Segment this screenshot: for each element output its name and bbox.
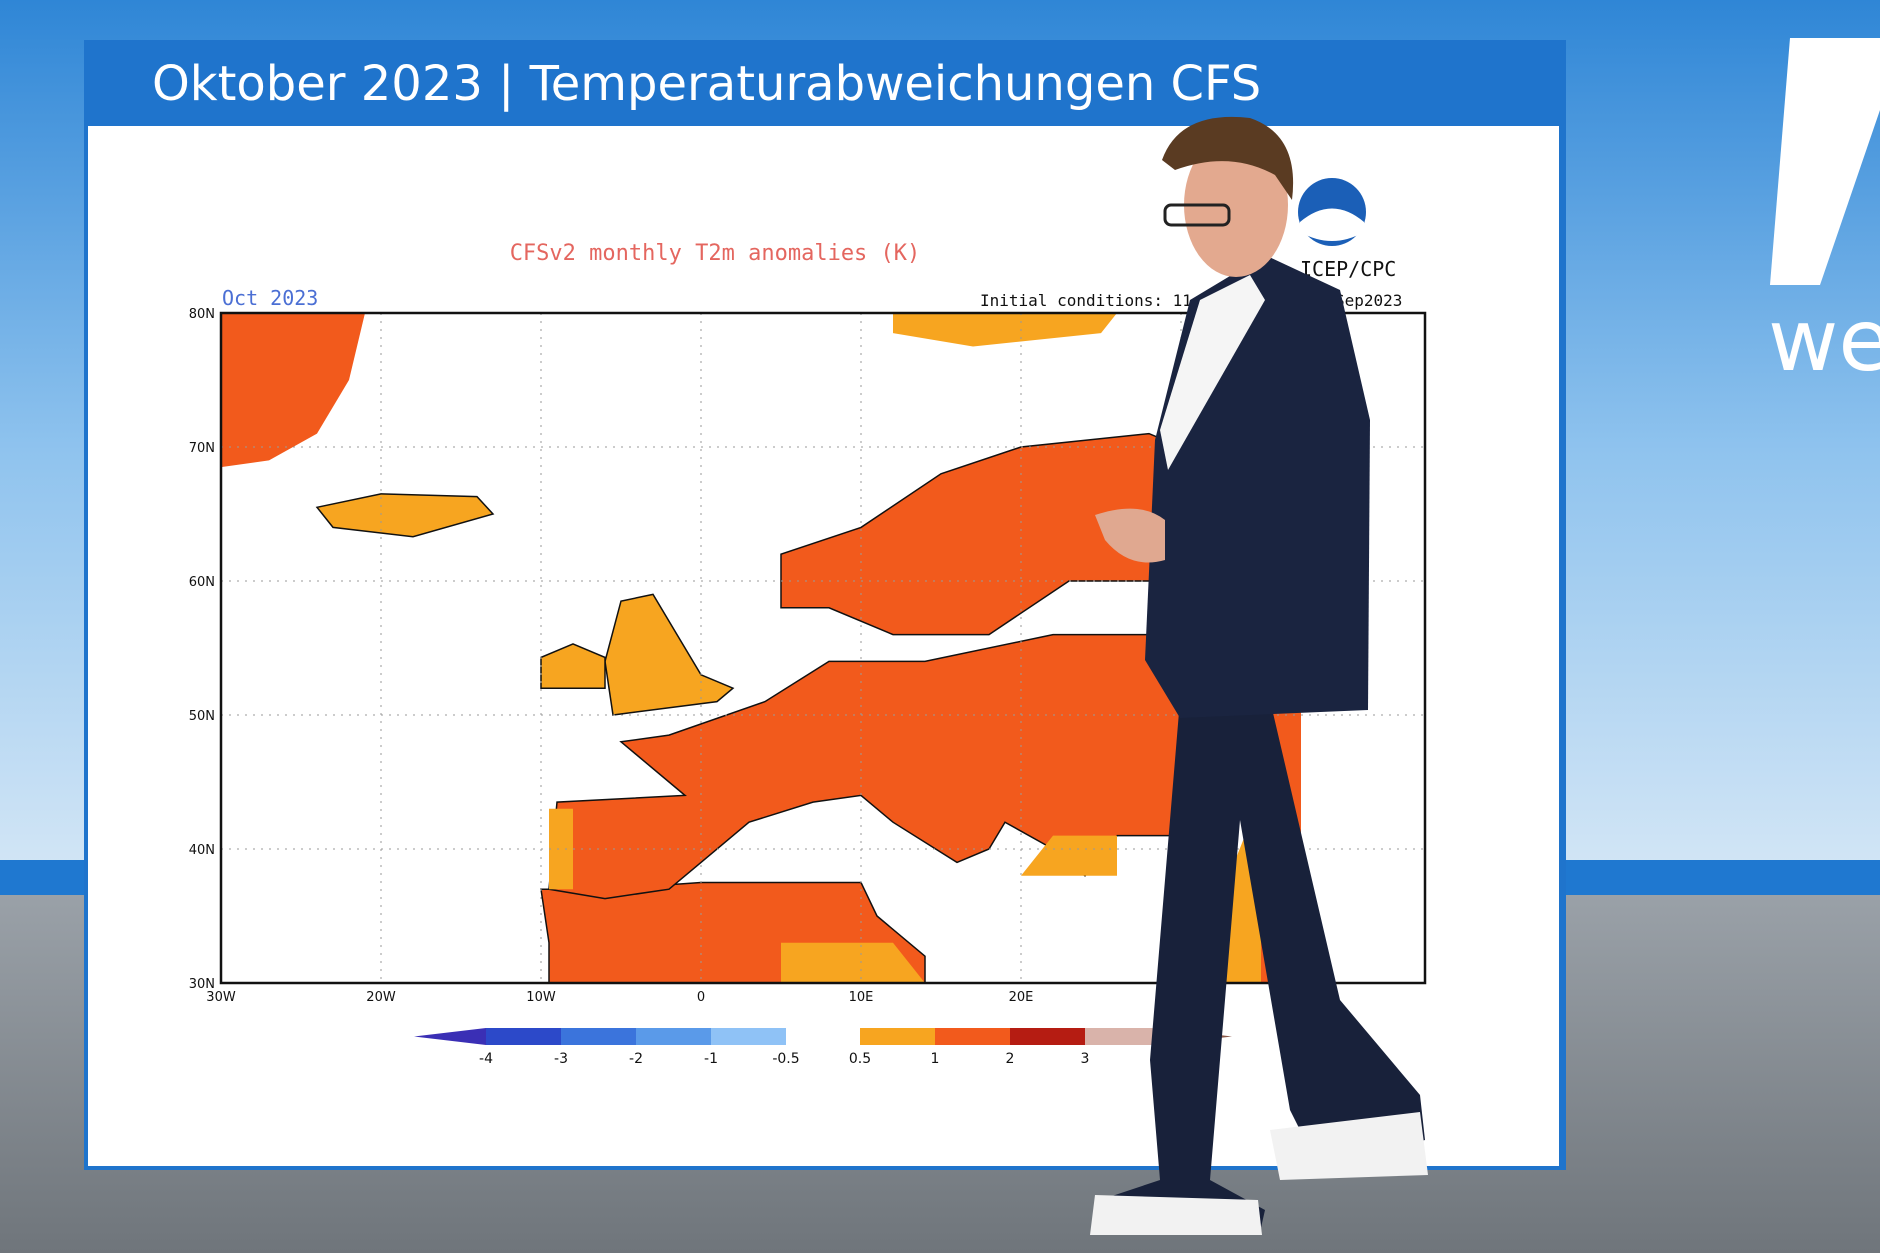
lat-label: 30N: [189, 977, 215, 992]
colorbar-label: -3: [554, 1051, 568, 1067]
colorbar-label: 1: [931, 1051, 940, 1067]
init-conditions: Initial conditions: 11: [980, 291, 1192, 310]
presenter-head: [1184, 133, 1288, 277]
presenter-legs: [1100, 700, 1425, 1232]
lon-label: 20E: [1009, 990, 1034, 1005]
lon-label: 0: [697, 990, 705, 1005]
date-label: Oct 2023: [222, 286, 318, 310]
colorbar-label: 0.5: [849, 1051, 871, 1067]
presenter-hair: [1162, 116, 1294, 200]
presenter-shoe: [1090, 1195, 1262, 1235]
agency: ICEP/CPC: [1300, 257, 1396, 281]
logo-text: we: [1768, 291, 1880, 391]
colorbar-segment: [1010, 1028, 1085, 1045]
anomaly-region: [540, 643, 606, 689]
colorbar-arrow: [414, 1028, 486, 1045]
colorbar-segment: [1085, 1028, 1160, 1045]
colorbar-segment: [486, 1028, 561, 1045]
colorbar-label: -4: [479, 1051, 493, 1067]
anomaly-region: [604, 593, 735, 716]
lon-label: 20W: [366, 990, 396, 1005]
init-date: Sep2023: [1335, 291, 1402, 310]
anomaly-region: [893, 313, 1117, 347]
anomaly-region: [549, 808, 573, 890]
noaa-wave: [1300, 208, 1364, 241]
anomaly-region: [221, 313, 365, 468]
colorbar-label: -1: [704, 1051, 718, 1067]
lat-label: 50N: [189, 709, 215, 724]
anomaly-region: [1021, 835, 1117, 876]
lat-label: 70N: [189, 441, 215, 456]
colorbar-label: -0.5: [772, 1051, 799, 1067]
colorbar-segment: [561, 1028, 636, 1045]
colorbar-label: -2: [629, 1051, 643, 1067]
lon-label: 30W: [206, 990, 236, 1005]
colorbar-segment: [935, 1028, 1010, 1045]
header-title: Oktober 2023 | Temperaturabweichungen CF…: [152, 56, 1261, 112]
logo-mark: [1770, 38, 1880, 285]
colorbar-segment: [711, 1028, 786, 1045]
map-title: CFSv2 monthly T2m anomalies (K): [510, 241, 921, 266]
lat-label: 40N: [189, 843, 215, 858]
colorbar-label: 3: [1081, 1051, 1090, 1067]
anomaly-region: [781, 942, 925, 983]
colorbar-segment: [860, 1028, 935, 1045]
presenter-shoe: [1270, 1112, 1428, 1180]
lat-label: 60N: [189, 575, 215, 590]
colorbar-label: 2: [1006, 1051, 1015, 1067]
lat-label: 80N: [189, 307, 215, 322]
presenter: [1090, 116, 1428, 1235]
presenter-glasses: [1163, 203, 1231, 227]
colorbar-segment: [636, 1028, 711, 1045]
presenter-hand: [1095, 508, 1165, 563]
lon-label: 10E: [849, 990, 874, 1005]
lon-label: 10W: [526, 990, 556, 1005]
map-frame: [219, 311, 1427, 985]
presenter-shirt: [1160, 275, 1265, 470]
anomaly-region: [315, 493, 495, 538]
